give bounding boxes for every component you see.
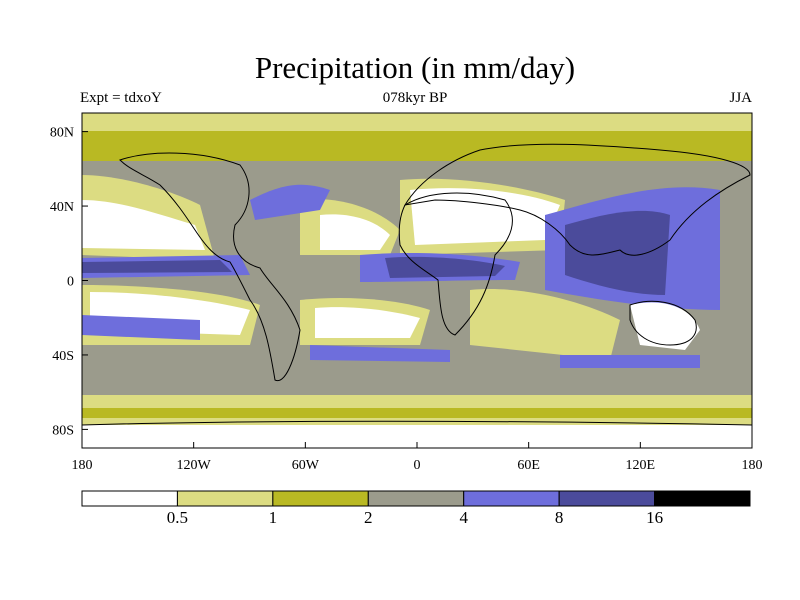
- colorbar-swatch: [654, 490, 751, 507]
- experiment-label: Expt = tdxoY: [80, 90, 162, 106]
- lat-tick-label: 40N: [50, 200, 74, 215]
- lat-tick-label: 80S: [52, 423, 74, 438]
- season-label: JJA: [729, 90, 752, 106]
- lat-tick-label: 80N: [50, 126, 74, 141]
- lon-tick-label: 180: [72, 458, 93, 473]
- colorbar-swatch: [176, 490, 274, 507]
- colorbar-swatch: [463, 490, 560, 507]
- period-label: 078kyr BP: [382, 90, 448, 106]
- lat-tick-label: 40S: [52, 349, 74, 364]
- colorbar-swatch: [81, 490, 178, 507]
- longitude-ticks: 180 120W 60W 0 60E 120E 180: [72, 442, 763, 473]
- lon-tick-label: 0: [414, 458, 421, 473]
- latitude-ticks: 80N 40N 0 40S 80S: [50, 126, 88, 438]
- lon-tick-label: 180: [742, 458, 763, 473]
- colorbar-label: 16: [646, 508, 663, 527]
- lon-tick-label: 60E: [517, 458, 540, 473]
- colorbar: 0.5 1 2 4 8 16: [81, 490, 751, 527]
- colorbar-swatch: [272, 490, 369, 507]
- lon-tick-label: 120E: [626, 458, 656, 473]
- lon-tick-label: 120W: [177, 458, 212, 473]
- map-title: Precipitation (in mm/day): [254, 50, 576, 85]
- colorbar-label: 1: [269, 508, 278, 527]
- colorbar-label: 4: [459, 508, 468, 527]
- coastlines: [82, 143, 752, 426]
- colorbar-label: 2: [364, 508, 373, 527]
- colorbar-swatch: [558, 490, 656, 507]
- lat-tick-label: 0: [67, 275, 74, 290]
- colorbar-label: 0.5: [167, 508, 188, 527]
- colorbar-label: 8: [555, 508, 564, 527]
- map-field: [82, 113, 752, 448]
- colorbar-swatch: [367, 490, 465, 507]
- lon-tick-label: 60W: [292, 458, 320, 473]
